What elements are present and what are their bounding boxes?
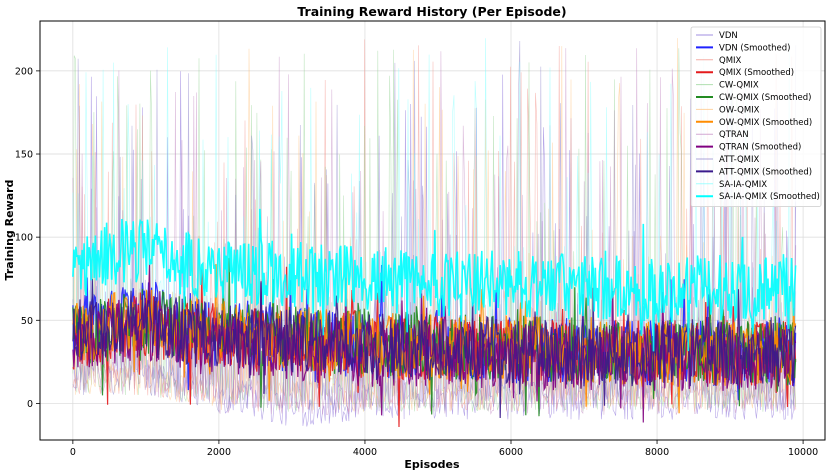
legend-label: ATT-QMIX (Smoothed) xyxy=(719,167,812,177)
chart-title: Training Reward History (Per Episode) xyxy=(297,4,566,19)
x-tick-label: 8000 xyxy=(645,447,669,458)
y-tick-label: 150 xyxy=(15,150,33,161)
legend-label: OW-QMIX (Smoothed) xyxy=(719,118,812,128)
legend-label: CW-QMIX (Smoothed) xyxy=(719,93,811,103)
legend-label: SA-IA-QMIX xyxy=(719,180,767,190)
legend-label: VDN xyxy=(719,31,738,41)
legend-label: SA-IA-QMIX (Smoothed) xyxy=(719,192,820,202)
y-tick-label: 200 xyxy=(15,66,33,77)
legend-label: VDN (Smoothed) xyxy=(719,43,790,53)
y-axis-label: Training Reward xyxy=(3,180,16,281)
legend-label: QTRAN xyxy=(719,130,749,140)
y-tick-label: 50 xyxy=(21,316,33,327)
legend-label: QTRAN (Smoothed) xyxy=(719,143,801,153)
series-att-qmix-smoothed--line xyxy=(72,279,797,419)
x-tick-label: 4000 xyxy=(353,447,377,458)
series-ow-qmix-line xyxy=(72,38,797,412)
x-tick-label: 0 xyxy=(70,447,76,458)
x-axis-ticks: 0 2000 4000 6000 8000 10000 xyxy=(70,440,818,458)
x-tick-label: 2000 xyxy=(207,447,231,458)
legend: VDN VDN (Smoothed) QMIX QMIX (Smoothed) CW-Q… xyxy=(690,26,822,208)
series-qtran-line xyxy=(72,48,797,415)
legend-label: QMIX (Smoothed) xyxy=(719,68,794,78)
x-axis-label: Episodes xyxy=(404,458,460,471)
legend-label: ATT-QMIX xyxy=(719,155,760,165)
series-qtran-smoothed--line xyxy=(72,264,797,423)
y-axis-ticks: 0 50 100 150 200 xyxy=(15,66,40,410)
legend-label: OW-QMIX xyxy=(719,105,760,115)
x-tick-label: 10000 xyxy=(788,447,818,458)
y-tick-label: 0 xyxy=(27,399,33,410)
legend-label: CW-QMIX xyxy=(719,81,759,91)
series-layer xyxy=(72,38,797,428)
plot-frame xyxy=(39,20,826,441)
legend-label: QMIX xyxy=(719,56,742,66)
legend-box xyxy=(690,26,822,208)
y-tick-label: 100 xyxy=(15,233,33,244)
series-sa-ia-qmix-smoothed--line xyxy=(72,208,797,352)
x-tick-label: 6000 xyxy=(499,447,523,458)
